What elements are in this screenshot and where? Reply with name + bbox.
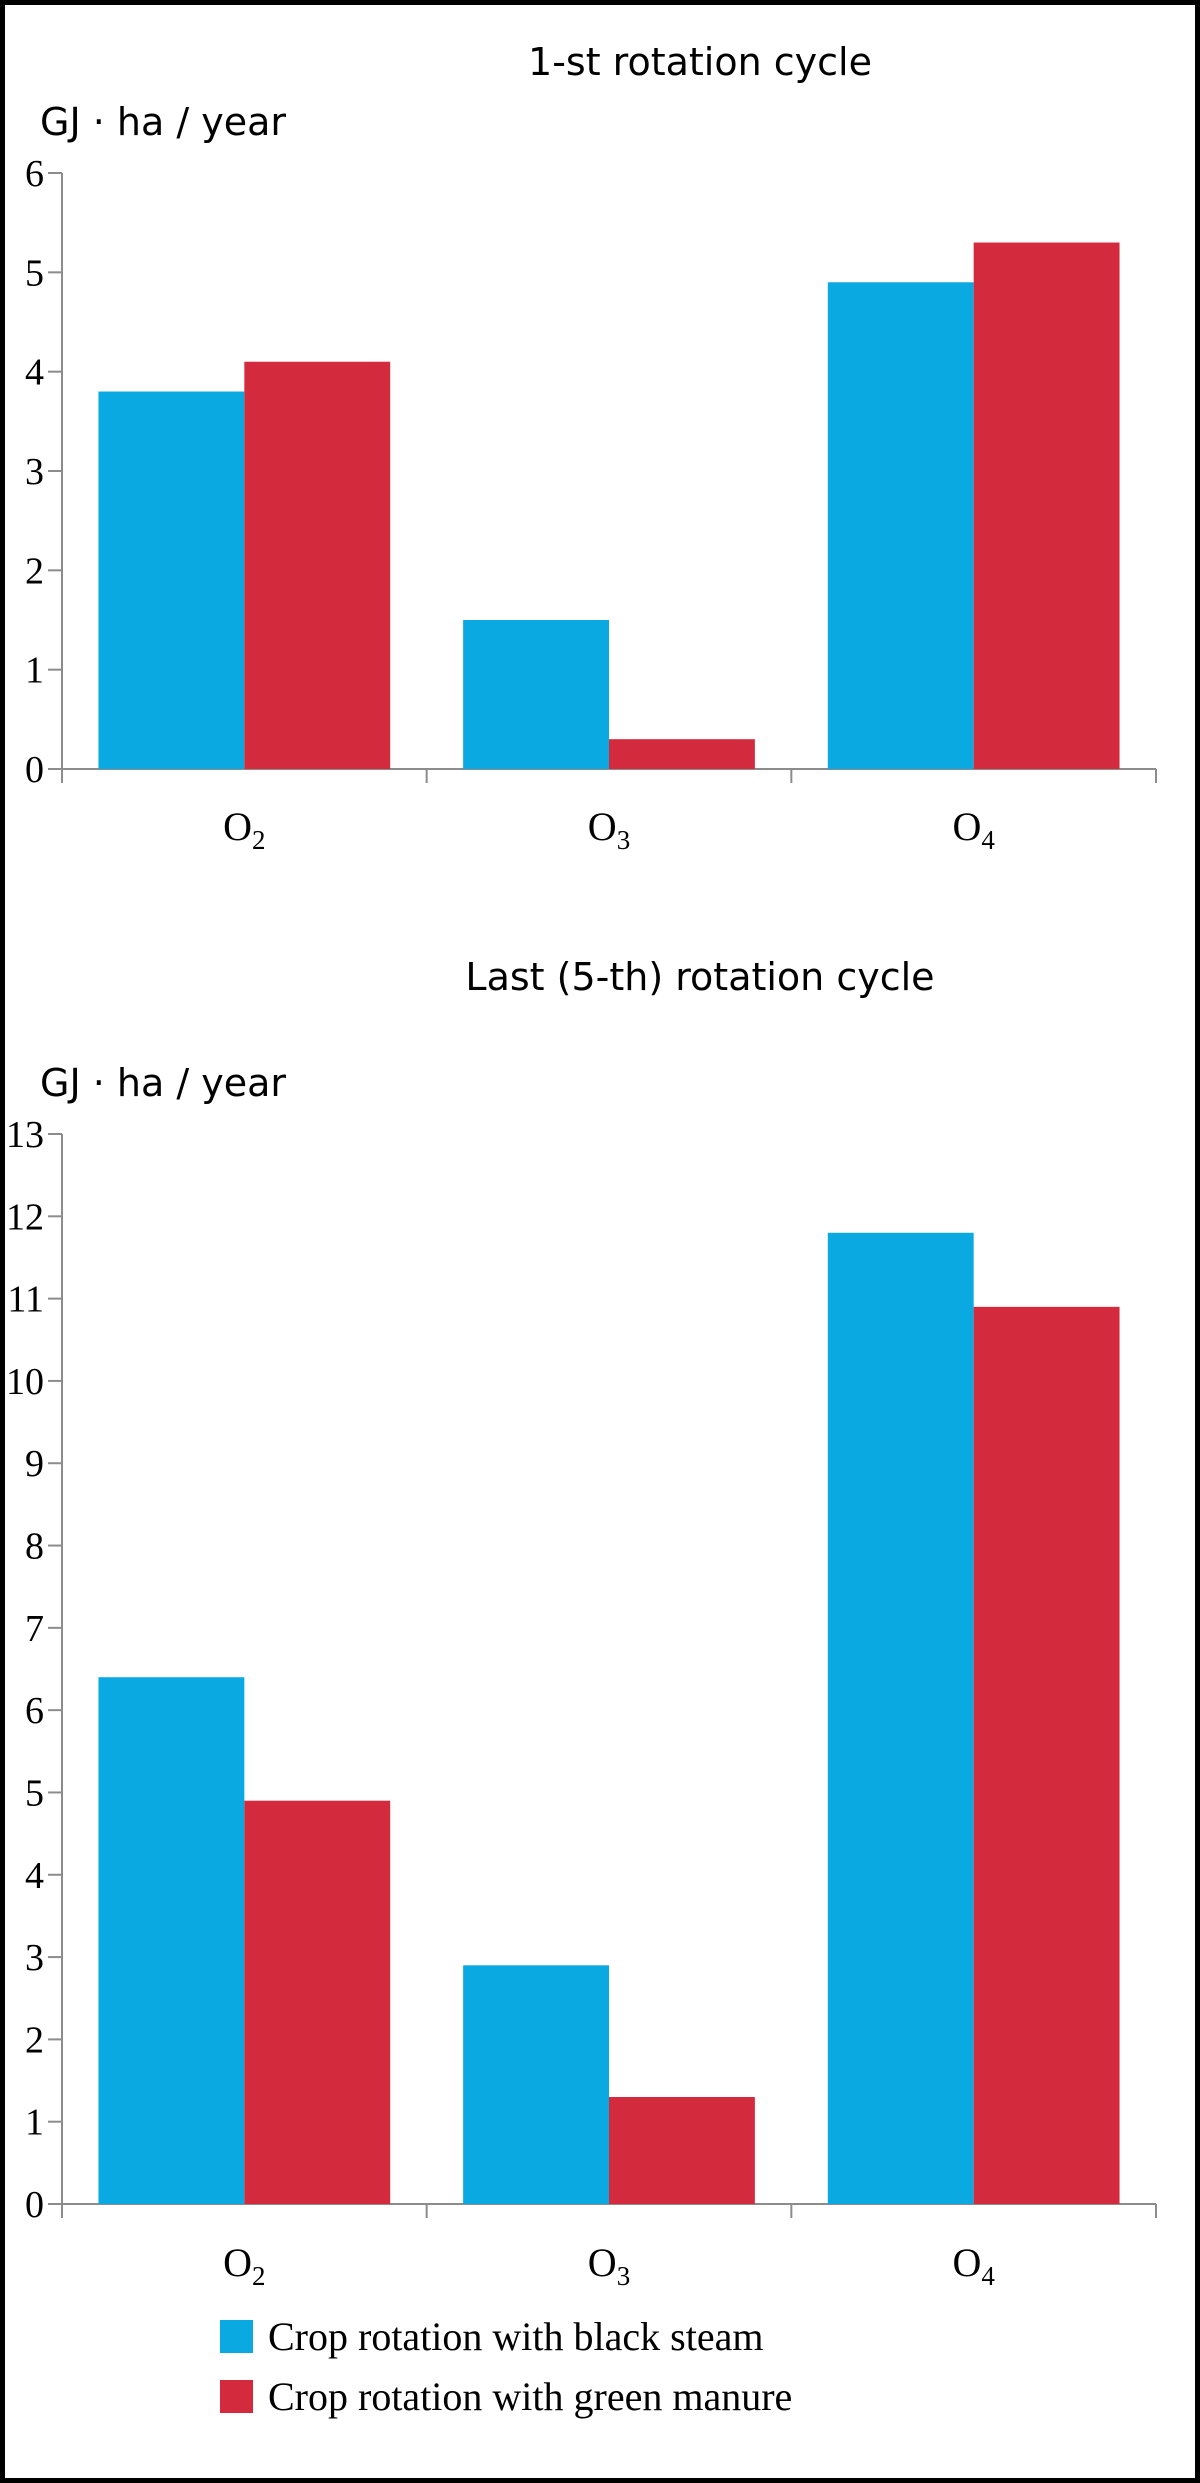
category-label: O3 (588, 2240, 630, 2291)
y-tick-label: 9 (25, 1443, 44, 1485)
bar-green-manure-O3 (609, 2097, 755, 2204)
category-label-subscript: 3 (617, 2261, 631, 2291)
bar-black-steam-O2 (98, 1677, 245, 2204)
y-tick-label: 6 (25, 153, 44, 195)
legend-swatch-black-steam (220, 2320, 253, 2353)
category-label: O4 (952, 804, 995, 855)
category-label-subscript: 4 (981, 2261, 995, 2291)
category-label-subscript: 3 (617, 825, 631, 855)
category-label-subscript: 2 (252, 825, 265, 855)
y-tick-label: 2 (25, 550, 44, 592)
y-tick-label: 3 (25, 451, 44, 493)
chart-last-rotation-cycle: Last (5-th) rotation cycle GJ · ha / year… (6, 955, 1157, 2291)
category-label-base: O (952, 2240, 981, 2285)
y-tick-label: 2 (25, 2019, 44, 2061)
y-tick-label: 3 (25, 1937, 44, 1979)
y-axis-label: GJ · ha / year (40, 1061, 286, 1105)
category-label-base: O (952, 804, 981, 849)
y-tick-label: 8 (25, 1526, 44, 1568)
y-tick-label: 12 (6, 1196, 44, 1238)
y-tick-label: 7 (25, 1608, 44, 1650)
bar-green-manure-O4 (973, 242, 1120, 770)
chart-title: 1-st rotation cycle (528, 40, 872, 84)
y-tick-label: 10 (6, 1361, 44, 1403)
bar-green-manure-O4 (973, 1306, 1120, 2204)
chart-first-rotation-cycle: 1-st rotation cycle GJ · ha / year 0 1 2 3 4 5 6… (25, 40, 1157, 855)
category-label: O4 (952, 2240, 995, 2291)
category-label-base: O (223, 804, 252, 849)
bar-black-steam-O3 (463, 1965, 609, 2204)
y-tick-label: 5 (25, 252, 44, 294)
legend-label-black-steam: Crop rotation with black steam (268, 2314, 763, 2359)
bar-green-manure-O2 (244, 1800, 391, 2204)
category-label: O2 (223, 804, 265, 855)
y-axis-label: GJ · ha / year (40, 100, 286, 144)
y-tick-label: 4 (25, 1855, 44, 1897)
bar-black-steam-O2 (98, 391, 245, 769)
category-label: O2 (223, 2240, 265, 2291)
legend: Crop rotation with black steam Crop rotat… (220, 2314, 792, 2419)
category-label-subscript: 2 (252, 2261, 265, 2291)
category-label-base: O (223, 2240, 252, 2285)
y-tick-label: 0 (25, 749, 44, 791)
y-tick-label: 4 (25, 352, 44, 394)
category-label-subscript: 4 (981, 825, 995, 855)
legend-swatch-green-manure (220, 2380, 253, 2413)
bar-black-steam-O3 (463, 620, 609, 769)
y-tick-label: 11 (7, 1279, 44, 1321)
legend-label-green-manure: Crop rotation with green manure (268, 2374, 792, 2419)
y-tick-label: 6 (25, 1690, 44, 1732)
y-tick-label: 0 (25, 2184, 44, 2226)
y-tick-label: 1 (25, 2102, 44, 2144)
category-label-base: O (588, 804, 617, 849)
y-tick-label: 13 (6, 1114, 44, 1156)
category-label-base: O (588, 2240, 617, 2285)
category-label: O3 (588, 804, 630, 855)
bar-black-steam-O4 (827, 1232, 974, 2204)
y-tick-label: 1 (25, 650, 44, 692)
bar-green-manure-O2 (244, 361, 391, 769)
y-tick-label: 5 (25, 1772, 44, 1814)
bar-green-manure-O3 (609, 739, 755, 769)
chart-title: Last (5-th) rotation cycle (465, 955, 934, 999)
bar-black-steam-O4 (827, 282, 974, 769)
